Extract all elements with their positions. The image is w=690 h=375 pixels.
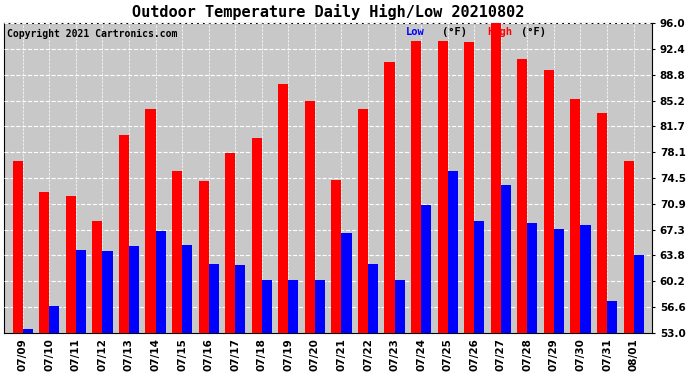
Bar: [421, 204, 431, 333]
Bar: [66, 196, 76, 333]
Bar: [119, 135, 129, 333]
Bar: [208, 264, 219, 333]
Bar: [172, 171, 182, 333]
Bar: [155, 231, 166, 333]
Bar: [252, 138, 262, 333]
Bar: [235, 265, 246, 333]
Bar: [331, 180, 342, 333]
Bar: [527, 223, 538, 333]
Bar: [358, 109, 368, 333]
Bar: [199, 182, 208, 333]
Bar: [411, 42, 421, 333]
Bar: [448, 171, 457, 333]
Bar: [182, 245, 193, 333]
Bar: [580, 225, 591, 333]
Bar: [491, 21, 501, 333]
Bar: [76, 250, 86, 333]
Bar: [554, 229, 564, 333]
Bar: [278, 84, 288, 333]
Bar: [607, 300, 617, 333]
Text: Low: Low: [406, 27, 424, 38]
Text: (°F): (°F): [442, 27, 466, 38]
Bar: [597, 113, 607, 333]
Bar: [262, 280, 272, 333]
Bar: [571, 99, 580, 333]
Bar: [464, 42, 474, 333]
Bar: [342, 233, 351, 333]
Bar: [146, 109, 155, 333]
Bar: [501, 185, 511, 333]
Title: Outdoor Temperature Daily High/Low 20210802: Outdoor Temperature Daily High/Low 20210…: [132, 4, 524, 20]
Bar: [225, 153, 235, 333]
Bar: [288, 280, 299, 333]
Bar: [12, 161, 23, 333]
Text: High: High: [487, 27, 512, 38]
Bar: [518, 59, 527, 333]
Bar: [544, 70, 554, 333]
Bar: [39, 192, 49, 333]
Text: (°F): (°F): [521, 27, 546, 38]
Bar: [102, 251, 112, 333]
Bar: [92, 221, 102, 333]
Bar: [437, 42, 448, 333]
Bar: [624, 161, 633, 333]
Bar: [129, 246, 139, 333]
Text: Copyright 2021 Cartronics.com: Copyright 2021 Cartronics.com: [8, 29, 178, 39]
Bar: [384, 62, 395, 333]
Bar: [633, 255, 644, 333]
Bar: [395, 280, 404, 333]
Bar: [368, 264, 378, 333]
Bar: [49, 306, 59, 333]
Bar: [315, 280, 325, 333]
Bar: [23, 329, 33, 333]
Bar: [474, 221, 484, 333]
Bar: [305, 100, 315, 333]
